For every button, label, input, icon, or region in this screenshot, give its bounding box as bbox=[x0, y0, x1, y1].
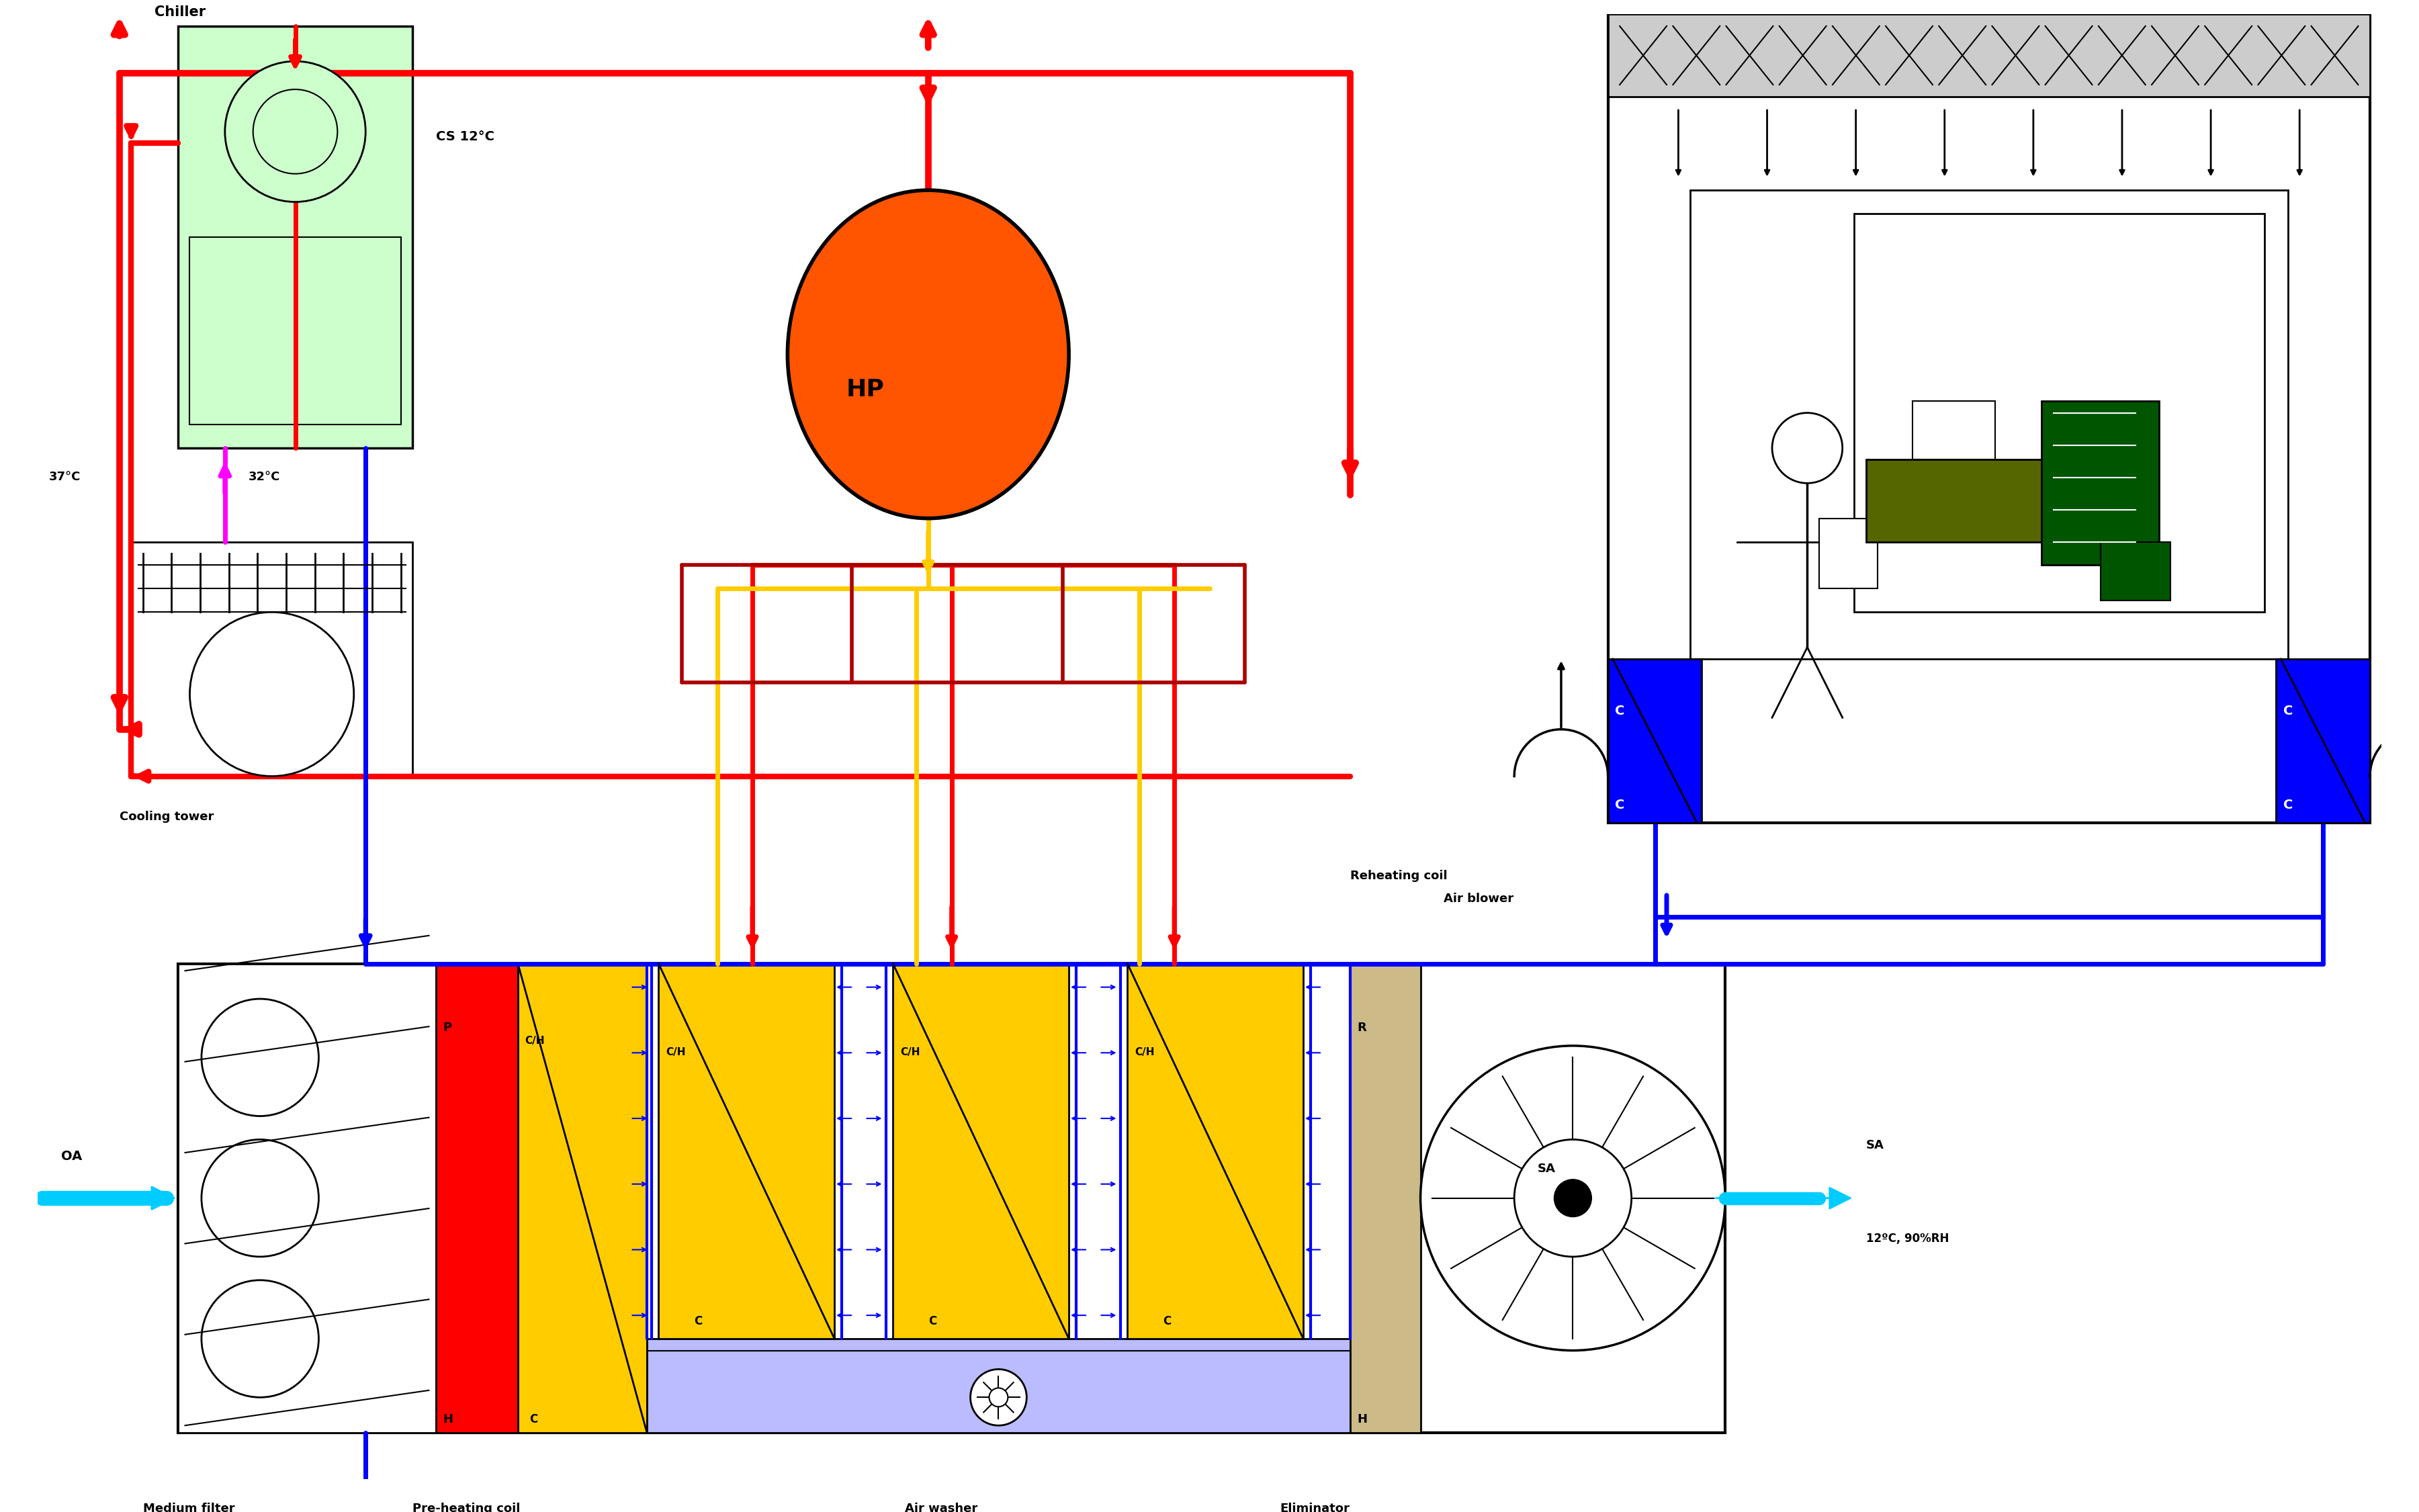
Text: P: P bbox=[443, 1022, 452, 1034]
Circle shape bbox=[1553, 1179, 1592, 1217]
Bar bbox=[2042, 401, 2158, 565]
Text: Eliminator: Eliminator bbox=[1280, 1503, 1350, 1512]
Circle shape bbox=[254, 89, 336, 174]
Circle shape bbox=[1773, 413, 1843, 484]
Text: H: H bbox=[443, 1414, 452, 1426]
Text: 12ºC, 90%RH: 12ºC, 90%RH bbox=[1865, 1232, 1950, 1244]
Bar bbox=[1691, 191, 2288, 659]
Text: SA: SA bbox=[1538, 1163, 1555, 1175]
Circle shape bbox=[970, 1370, 1026, 1426]
Bar bbox=[893, 963, 1069, 1338]
Ellipse shape bbox=[789, 191, 1069, 519]
Bar bbox=[1819, 519, 1877, 588]
Text: H: H bbox=[1357, 1414, 1367, 1426]
Circle shape bbox=[1420, 1046, 1725, 1350]
Text: CS 12°C: CS 12°C bbox=[435, 130, 493, 144]
Text: C: C bbox=[694, 1315, 702, 1328]
Text: C: C bbox=[2284, 798, 2293, 812]
Bar bbox=[1865, 460, 2054, 541]
Text: C: C bbox=[1164, 1315, 1171, 1328]
Text: C/H: C/H bbox=[1135, 1048, 1154, 1057]
Bar bbox=[2276, 659, 2371, 823]
Text: C: C bbox=[929, 1315, 936, 1328]
Text: C: C bbox=[530, 1414, 537, 1426]
Bar bbox=[658, 963, 835, 1338]
Text: 32°C: 32°C bbox=[249, 472, 281, 484]
Text: Pre-heating coil: Pre-heating coil bbox=[414, 1503, 520, 1512]
Text: OA: OA bbox=[60, 1151, 82, 1163]
Circle shape bbox=[201, 1140, 319, 1256]
Bar bbox=[518, 963, 646, 1432]
Bar bbox=[1127, 963, 1304, 1338]
Circle shape bbox=[225, 62, 365, 203]
Text: Cooling tower: Cooling tower bbox=[119, 810, 213, 823]
Text: Air washer: Air washer bbox=[905, 1503, 977, 1512]
Bar bbox=[1913, 401, 1996, 460]
Bar bbox=[2100, 541, 2170, 600]
Text: C: C bbox=[1616, 705, 1626, 718]
Bar bbox=[189, 237, 402, 425]
Text: C: C bbox=[2284, 705, 2293, 718]
Text: C: C bbox=[1616, 798, 1626, 812]
Bar bbox=[1350, 963, 1420, 1432]
Text: Chiller: Chiller bbox=[155, 6, 206, 20]
Text: R: R bbox=[1357, 1022, 1367, 1034]
Text: Reheating coil: Reheating coil bbox=[1350, 869, 1447, 881]
Bar bbox=[179, 963, 435, 1432]
Bar bbox=[179, 963, 1725, 1432]
Text: HP: HP bbox=[847, 378, 885, 401]
Text: C/H: C/H bbox=[900, 1048, 919, 1057]
Text: SA: SA bbox=[1865, 1139, 1884, 1151]
Text: Medium filter: Medium filter bbox=[143, 1503, 235, 1512]
Bar bbox=[646, 1338, 1350, 1432]
Text: C/H: C/H bbox=[525, 1036, 544, 1046]
Circle shape bbox=[189, 612, 353, 776]
Bar bbox=[435, 963, 518, 1432]
Text: Air blower: Air blower bbox=[1444, 894, 1514, 906]
Bar bbox=[131, 541, 414, 776]
Bar bbox=[1609, 15, 2371, 823]
Circle shape bbox=[989, 1388, 1009, 1406]
Circle shape bbox=[1514, 1140, 1630, 1256]
Text: C/H: C/H bbox=[665, 1048, 685, 1057]
Bar bbox=[179, 26, 414, 448]
Bar bbox=[1853, 213, 2264, 612]
Bar bbox=[1609, 659, 1703, 823]
Bar bbox=[1609, 15, 2371, 97]
Circle shape bbox=[201, 999, 319, 1116]
Text: 37°C: 37°C bbox=[48, 472, 80, 484]
Circle shape bbox=[201, 1281, 319, 1397]
